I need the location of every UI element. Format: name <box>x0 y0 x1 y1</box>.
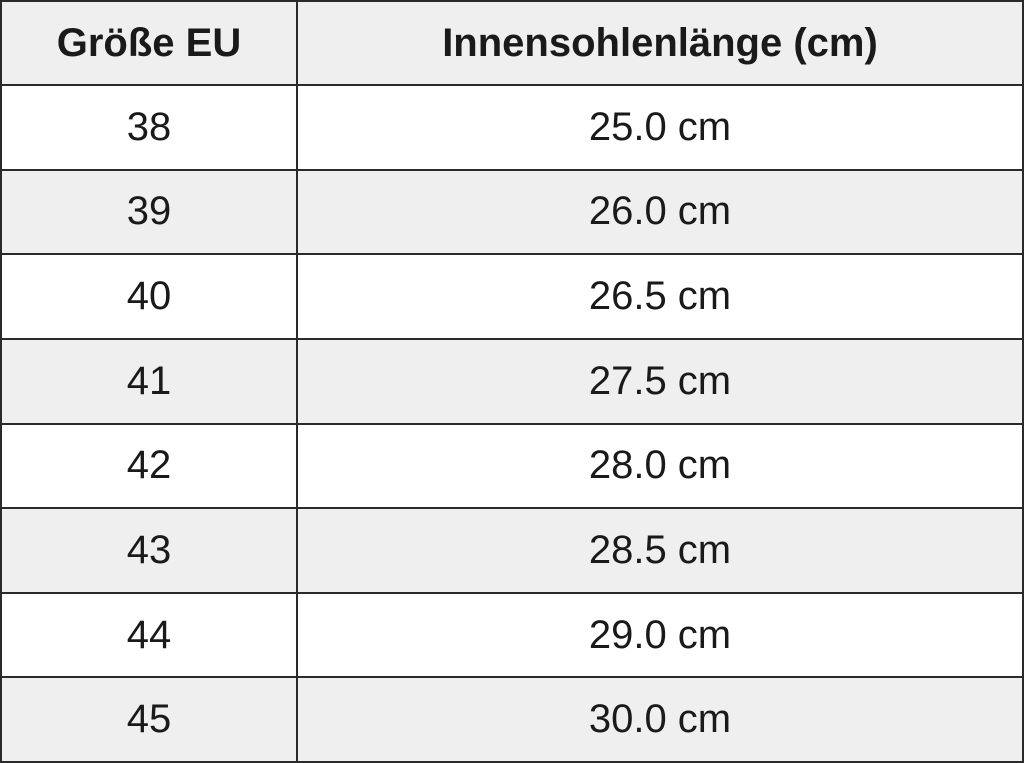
table-cell: 45 <box>0 676 298 763</box>
table-cell: 44 <box>0 591 298 679</box>
header-cell: Größe EU <box>0 0 298 86</box>
table-cell: 43 <box>0 507 298 594</box>
table-cell: 26.0 cm <box>296 168 1024 256</box>
table-cell: 26.5 cm <box>296 253 1024 340</box>
table-cell: 40 <box>0 253 298 340</box>
table-row: 43 28.5 cm <box>0 507 1024 594</box>
table-cell: 41 <box>0 337 298 425</box>
table-row: 39 26.0 cm <box>0 168 1024 256</box>
table-row: 44 29.0 cm <box>0 591 1024 679</box>
table-cell: 27.5 cm <box>296 337 1024 425</box>
table-row: 45 30.0 cm <box>0 676 1024 763</box>
table-cell: 39 <box>0 168 298 256</box>
table-cell: 25.0 cm <box>296 84 1024 171</box>
table-row: 41 27.5 cm <box>0 337 1024 425</box>
header-cell: Innensohlenlänge (cm) <box>296 0 1024 86</box>
table-row: 38 25.0 cm <box>0 84 1024 171</box>
table-cell: 42 <box>0 422 298 510</box>
table-cell: 30.0 cm <box>296 676 1024 763</box>
table-row: 40 26.5 cm <box>0 253 1024 340</box>
header-row: Größe EU Innensohlenlänge (cm) <box>0 0 1024 86</box>
table-row: 42 28.0 cm <box>0 422 1024 510</box>
table-cell: 28.5 cm <box>296 507 1024 594</box>
table-cell: 29.0 cm <box>296 591 1024 679</box>
table-cell: 28.0 cm <box>296 422 1024 510</box>
table-cell: 38 <box>0 84 298 171</box>
